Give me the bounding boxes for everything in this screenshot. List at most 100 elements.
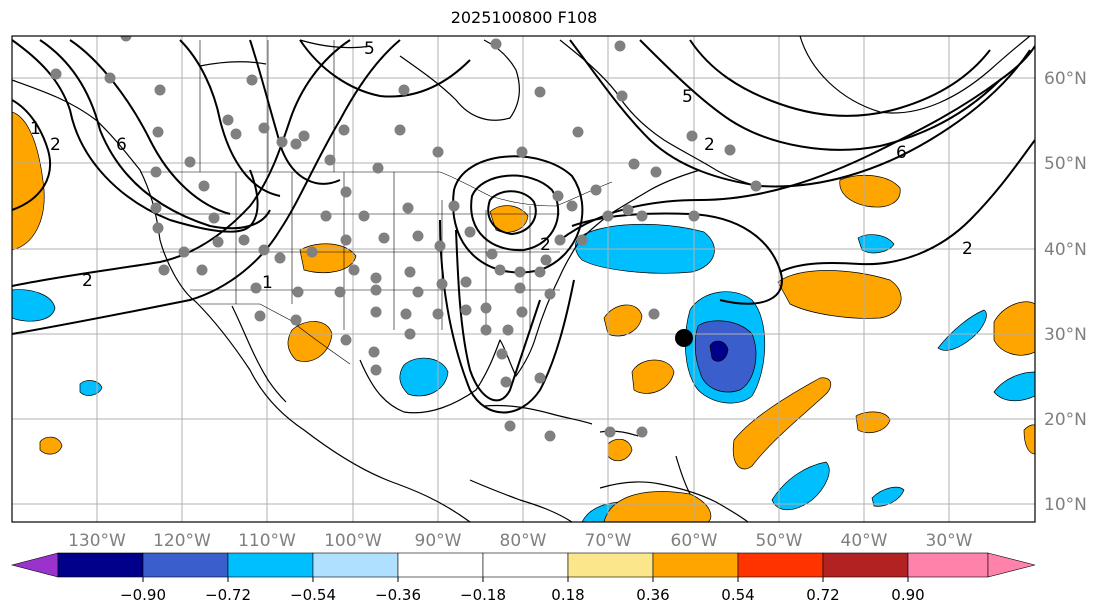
latitude-labels: 60°N 50°N 40°N 30°N 20°N 10°N	[1044, 69, 1087, 515]
lon-label: 90°W	[415, 531, 462, 551]
lat-label: 50°N	[1044, 154, 1087, 174]
colorbar-tick-label: 0.72	[806, 586, 839, 604]
contour-label: 5	[682, 87, 693, 107]
colorbar-tick-label: −0.90	[120, 586, 166, 604]
lon-label: 100°W	[324, 531, 382, 551]
coast-hispaniola	[599, 430, 639, 437]
coastlines	[12, 36, 1031, 522]
contour-1-west	[12, 39, 401, 335]
contour-trough-1	[455, 229, 541, 402]
contour-west-2	[39, 39, 271, 230]
contour-label-group: 2 1 2 1 6 5 5 6 2 2 2	[30, 39, 973, 293]
lon-label: 30°W	[926, 531, 973, 551]
anomaly-orange-east-4	[1023, 424, 1035, 455]
contour-2-east	[779, 139, 1035, 273]
lon-label: 40°W	[841, 531, 888, 551]
lat-label: 20°N	[1044, 410, 1087, 430]
anomaly-orange-north-atlantic	[839, 175, 901, 208]
contour-label: 1	[30, 119, 41, 139]
contour-atlantic-3	[639, 39, 1001, 151]
contour-label: 2	[50, 135, 61, 155]
anomaly-orange-mexico	[287, 321, 333, 362]
anomaly-blue-north-atlantic	[857, 234, 895, 254]
coast-north-america-west	[12, 79, 471, 522]
coast-lesser-antilles	[675, 455, 691, 495]
lat-label: 10°N	[1044, 495, 1087, 515]
border-us-canada	[140, 171, 613, 207]
contour-label: 2	[704, 135, 715, 155]
lon-label: 70°W	[585, 531, 632, 551]
graticule	[12, 36, 1035, 522]
contour-label: 6	[896, 143, 907, 163]
contour-ridge-2	[249, 39, 341, 185]
map-title: 2025100800 F108	[450, 8, 598, 27]
lon-label: 110°W	[238, 531, 296, 551]
anomaly-orange-atlantic-2	[631, 359, 675, 394]
contour-low-2	[470, 174, 560, 252]
map-frame	[11, 35, 1036, 523]
coast-south-america	[599, 481, 749, 522]
coast-central-america	[469, 479, 573, 522]
contour-label: 1	[262, 273, 273, 293]
forecast-map: 2 1 2 1 6 5 5 6 2 2 2 130°W 120°W 110°W …	[11, 35, 1087, 551]
colorbar-tick-label: −0.18	[460, 586, 506, 604]
border-us-mexico	[200, 303, 351, 365]
colorbar-ticks	[142, 577, 909, 582]
colorbar-tick-label: 0.36	[636, 586, 669, 604]
lon-label: 130°W	[68, 531, 126, 551]
observation-dots	[50, 36, 762, 442]
anomaly-blue-gulf	[399, 357, 449, 397]
anomaly-orange-diagonal	[732, 377, 832, 470]
anomaly-blue-west-coast	[12, 289, 56, 322]
storm-center-marker	[675, 329, 693, 347]
coast-canada-arctic-2	[299, 39, 371, 49]
anomaly-blue-east-1	[937, 309, 987, 351]
contour-label: 6	[116, 135, 127, 155]
anomaly-orange-east-2	[993, 301, 1035, 356]
contour-label: 2	[82, 271, 93, 291]
contour-hurricane-ring	[571, 212, 783, 305]
anomaly-blue-diagonal	[771, 461, 830, 511]
lon-label: 120°W	[153, 531, 211, 551]
colorbar-tick-label: −0.72	[205, 586, 251, 604]
contour-trough-2	[439, 219, 575, 414]
contour-atlantic-1	[559, 45, 1035, 241]
longitude-labels: 130°W 120°W 110°W 100°W 90°W 80°W 70°W 6…	[68, 531, 973, 551]
contour-west-3	[69, 39, 231, 215]
coast-canada-arctic-1	[199, 61, 267, 67]
anomaly-blue-east-2	[993, 371, 1035, 402]
anomaly-orange-west-coast	[12, 111, 45, 251]
contour-2-west	[12, 39, 351, 287]
coast-greenland	[799, 36, 1031, 114]
contour-ridge-3	[299, 39, 471, 98]
lon-label: 80°W	[500, 531, 547, 551]
colorbar-tick-label: 0.18	[551, 586, 584, 604]
height-contours	[12, 39, 1035, 414]
lon-label: 50°W	[756, 531, 803, 551]
anomaly-orange-central-atlantic	[777, 270, 902, 319]
lon-label: 60°W	[671, 531, 718, 551]
anomaly-blue-east-3	[871, 486, 905, 507]
coast-gulf-of-california	[231, 305, 287, 403]
anomaly-orange-pacific-2	[607, 438, 633, 462]
coast-atlantic-us	[535, 169, 701, 337]
coast-gulf-of-mexico	[359, 335, 537, 414]
lat-label: 40°N	[1044, 240, 1087, 260]
colorbar-tick-label: 0.54	[721, 586, 754, 604]
anomaly-orange-pacific-1	[39, 436, 63, 455]
anomaly-orange-atlantic-1	[603, 304, 643, 337]
contour-low-3	[452, 155, 584, 274]
contour-west-4	[12, 99, 52, 211]
coast-labrador	[559, 39, 757, 187]
contour-ridge-1	[179, 39, 281, 197]
coast-cuba	[483, 404, 593, 425]
anomaly-shading	[12, 111, 1035, 522]
anomaly-navy-hurricane	[709, 340, 729, 362]
contour-atlantic-5	[689, 39, 991, 117]
contour-label: 2	[962, 239, 973, 259]
contour-low-1	[487, 190, 537, 236]
contour-label: 2	[540, 235, 551, 255]
lat-label: 30°N	[1044, 325, 1087, 345]
colorbar-tick-label: −0.54	[290, 586, 336, 604]
colorbar-tick-label: −0.36	[375, 586, 421, 604]
